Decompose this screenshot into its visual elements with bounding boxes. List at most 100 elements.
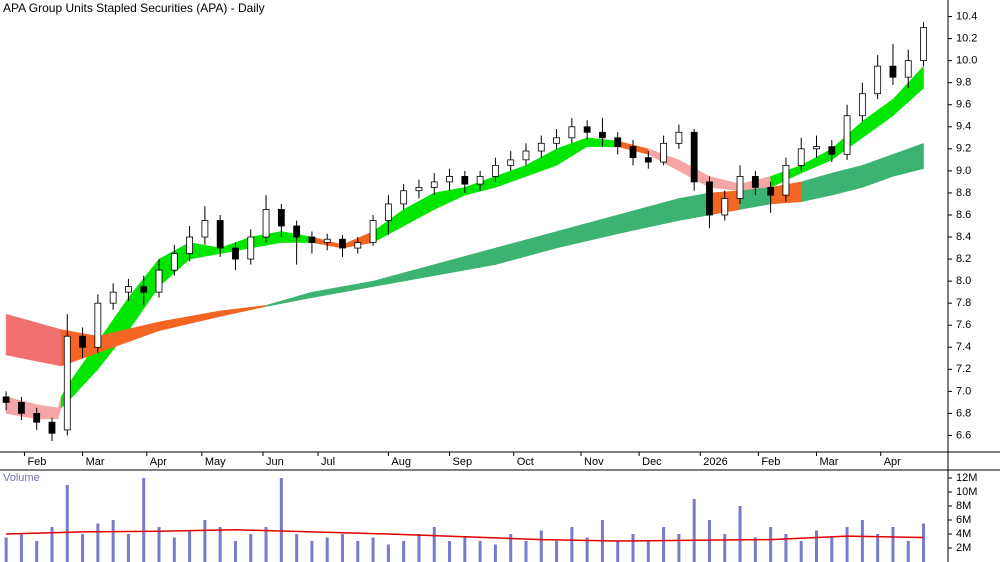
volume-bar [448, 541, 452, 562]
candle-body [813, 146, 820, 150]
candle-body [109, 291, 117, 304]
volume-bar [922, 523, 926, 562]
volume-bar [325, 537, 329, 562]
candle-body [354, 242, 362, 249]
x-tick-label: May [205, 456, 226, 468]
volume-bar [65, 485, 69, 562]
y-tick-label: 7.6 [956, 319, 971, 331]
candle-body [537, 142, 545, 152]
candle-body [721, 198, 729, 216]
candle-body [339, 238, 346, 249]
volume-bar [478, 541, 482, 562]
x-tick-label: Jul [321, 456, 335, 468]
x-tick-label: Feb [27, 456, 46, 468]
band-segment [892, 65, 924, 117]
candle-body [18, 401, 25, 414]
candle-body [660, 142, 667, 163]
volume-bar [249, 534, 253, 562]
volume-bar [279, 478, 283, 562]
volume-bar [295, 534, 299, 562]
volume-bar [4, 537, 8, 562]
y-tick-label: 8.8 [956, 187, 971, 199]
volume-bar [876, 534, 880, 562]
candle-body [614, 137, 622, 148]
candle-body [690, 131, 698, 183]
candle-body [706, 181, 713, 216]
candle-body [400, 190, 408, 205]
candle-body [369, 220, 377, 243]
volume-bar [723, 534, 727, 562]
volume-bar [830, 537, 834, 562]
x-tick-label: Aug [391, 456, 411, 468]
y-tick-label: 9.6 [956, 99, 971, 111]
candle-body [216, 220, 224, 249]
volume-bar [662, 527, 666, 562]
volume-average [6, 529, 924, 542]
volume-bar [371, 537, 375, 562]
y-tick-label: 6.8 [956, 407, 971, 419]
x-tick-label: Apr [150, 456, 167, 468]
candle-body [430, 181, 438, 188]
volume-bar [432, 527, 436, 562]
candle-body [476, 175, 484, 185]
volume-bar [402, 541, 406, 562]
y-tick-label: 6.6 [956, 429, 971, 441]
volume-bar [677, 534, 681, 562]
volume-bar [845, 527, 849, 562]
volume-bar [524, 541, 528, 562]
candle-body [170, 253, 178, 271]
candle-body [323, 238, 331, 243]
candle-body [644, 157, 652, 163]
candle-body [262, 209, 270, 238]
candle-body [155, 269, 163, 293]
volume-bar [96, 523, 100, 562]
volume-bar [35, 541, 39, 562]
candle-body [446, 175, 453, 183]
candle-body [140, 286, 148, 293]
candle-body [293, 225, 301, 238]
candle-body [797, 148, 805, 166]
candle-body [94, 302, 102, 348]
candle-body [201, 220, 209, 238]
candle-body [843, 115, 851, 155]
x-tick-label: Jun [266, 456, 284, 468]
volume-bar [310, 541, 314, 562]
volume-bar [341, 534, 345, 562]
x-tick-label: Mar [86, 456, 105, 468]
band-segment [892, 142, 924, 177]
volume-bar [81, 534, 85, 562]
y-tick-label: 8.6 [956, 209, 971, 221]
y-tick-label: 10.4 [956, 10, 977, 22]
candle-body [583, 126, 591, 133]
x-tick-label: Oct [517, 456, 534, 468]
candle-body [247, 236, 255, 260]
volume-bar [50, 527, 54, 562]
candle-body [553, 137, 560, 144]
volume-bar [126, 534, 130, 562]
volume-bar [539, 530, 543, 562]
volume-bar [555, 541, 559, 562]
volume-bar [616, 541, 620, 562]
volume-bar [264, 527, 268, 562]
candle-body [308, 236, 316, 243]
volume-bar [19, 534, 23, 562]
y-tick-label: 7.4 [956, 341, 971, 353]
candle-body [920, 27, 927, 62]
candle-body [63, 335, 71, 431]
volume-bar [463, 537, 467, 562]
candle-body [568, 126, 576, 139]
volume-bar [784, 534, 788, 562]
x-tick-label: Sep [453, 456, 473, 468]
volume-bar [769, 527, 773, 562]
y-tick-label: 7.0 [956, 385, 971, 397]
candle-body [904, 60, 912, 78]
candle-body [828, 146, 836, 155]
candle-body [858, 93, 866, 117]
volume-bar [860, 520, 864, 562]
volume-bar [493, 544, 497, 562]
x-tick-label: Apr [884, 456, 901, 468]
candle-body [461, 175, 469, 185]
volume-tick-label: 12M [956, 472, 977, 484]
volume-bar [646, 541, 650, 562]
volume-bar [692, 499, 696, 562]
